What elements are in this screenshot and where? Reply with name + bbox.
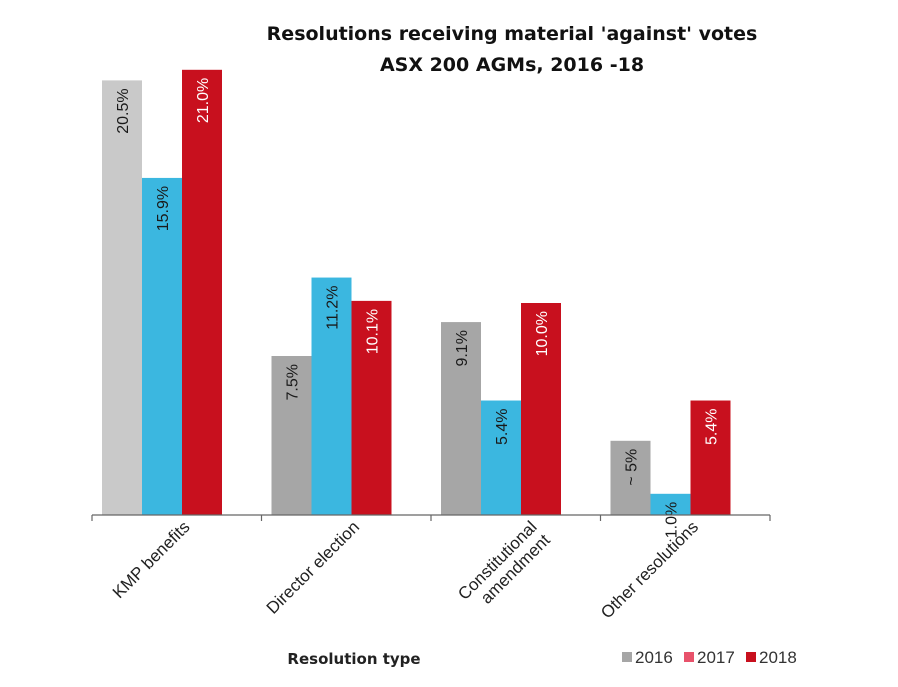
- category-label-2: Constitutionalamendment: [454, 517, 554, 617]
- bar-2016-2: [441, 322, 481, 515]
- bar-2018-1: [351, 300, 392, 515]
- bar-2017-3: [650, 493, 691, 515]
- bar-2018-3: [690, 400, 731, 515]
- data-label-2016-0: 20.5%: [115, 88, 132, 133]
- data-label-2017-1: 11.2%: [325, 286, 342, 330]
- bar-2016-3: [610, 440, 651, 515]
- data-label-2017-2: 5.4%: [494, 409, 511, 445]
- legend-swatch-2016: [622, 652, 632, 662]
- bar-2017-0: [142, 177, 182, 516]
- data-label-2018-3: 5.4%: [704, 409, 721, 445]
- category-label-3: Other resolutions: [597, 517, 702, 622]
- category-label-1: Director election: [263, 517, 363, 617]
- bar-2016-1: [271, 356, 312, 515]
- bar-2016-0: [102, 80, 142, 516]
- legend-label-2016: 2016: [635, 648, 673, 667]
- data-label-2018-1: 10.1%: [365, 309, 382, 354]
- x-axis-title: Resolution type: [287, 650, 420, 668]
- data-label-2018-2: 10.0%: [534, 311, 551, 356]
- legend-label-2018: 2018: [759, 648, 797, 667]
- legend-swatch-2017: [684, 652, 694, 662]
- chart-title: Resolutions receiving material 'against'…: [267, 23, 758, 76]
- x-axis: [91, 514, 771, 521]
- legend-label-2017: 2017: [697, 648, 735, 667]
- bar-2017-1: [311, 277, 352, 515]
- legend-swatch-2018: [746, 652, 756, 662]
- bar-2018-0: [182, 69, 222, 516]
- legend: 2016 2017 2018: [622, 648, 797, 667]
- chart-title-line-2: ASX 200 AGMs, 2016 -18: [380, 54, 644, 76]
- bar-2018-2: [521, 303, 561, 515]
- data-label-2017-0: 15.9%: [155, 186, 172, 231]
- category-label-0: KMP benefits: [109, 517, 194, 602]
- category-labels: KMP benefits Director election Constitutio…: [109, 517, 702, 622]
- bar-2017-2: [481, 400, 521, 515]
- bars: 20.5% 15.9% 21.0% 7.5% 11.2% 10.1% 9.1% 5.4% 10.…: [102, 69, 731, 538]
- data-label-2016-2: 9.1%: [454, 330, 471, 366]
- data-label-2018-0: 21.0%: [195, 78, 212, 123]
- data-label-2017-3: 1.0%: [664, 502, 681, 538]
- data-label-2016-3: ~ 5%: [624, 449, 641, 486]
- data-label-2016-1: 7.5%: [285, 364, 302, 400]
- chart-title-line-1: Resolutions receiving material 'against'…: [267, 23, 758, 45]
